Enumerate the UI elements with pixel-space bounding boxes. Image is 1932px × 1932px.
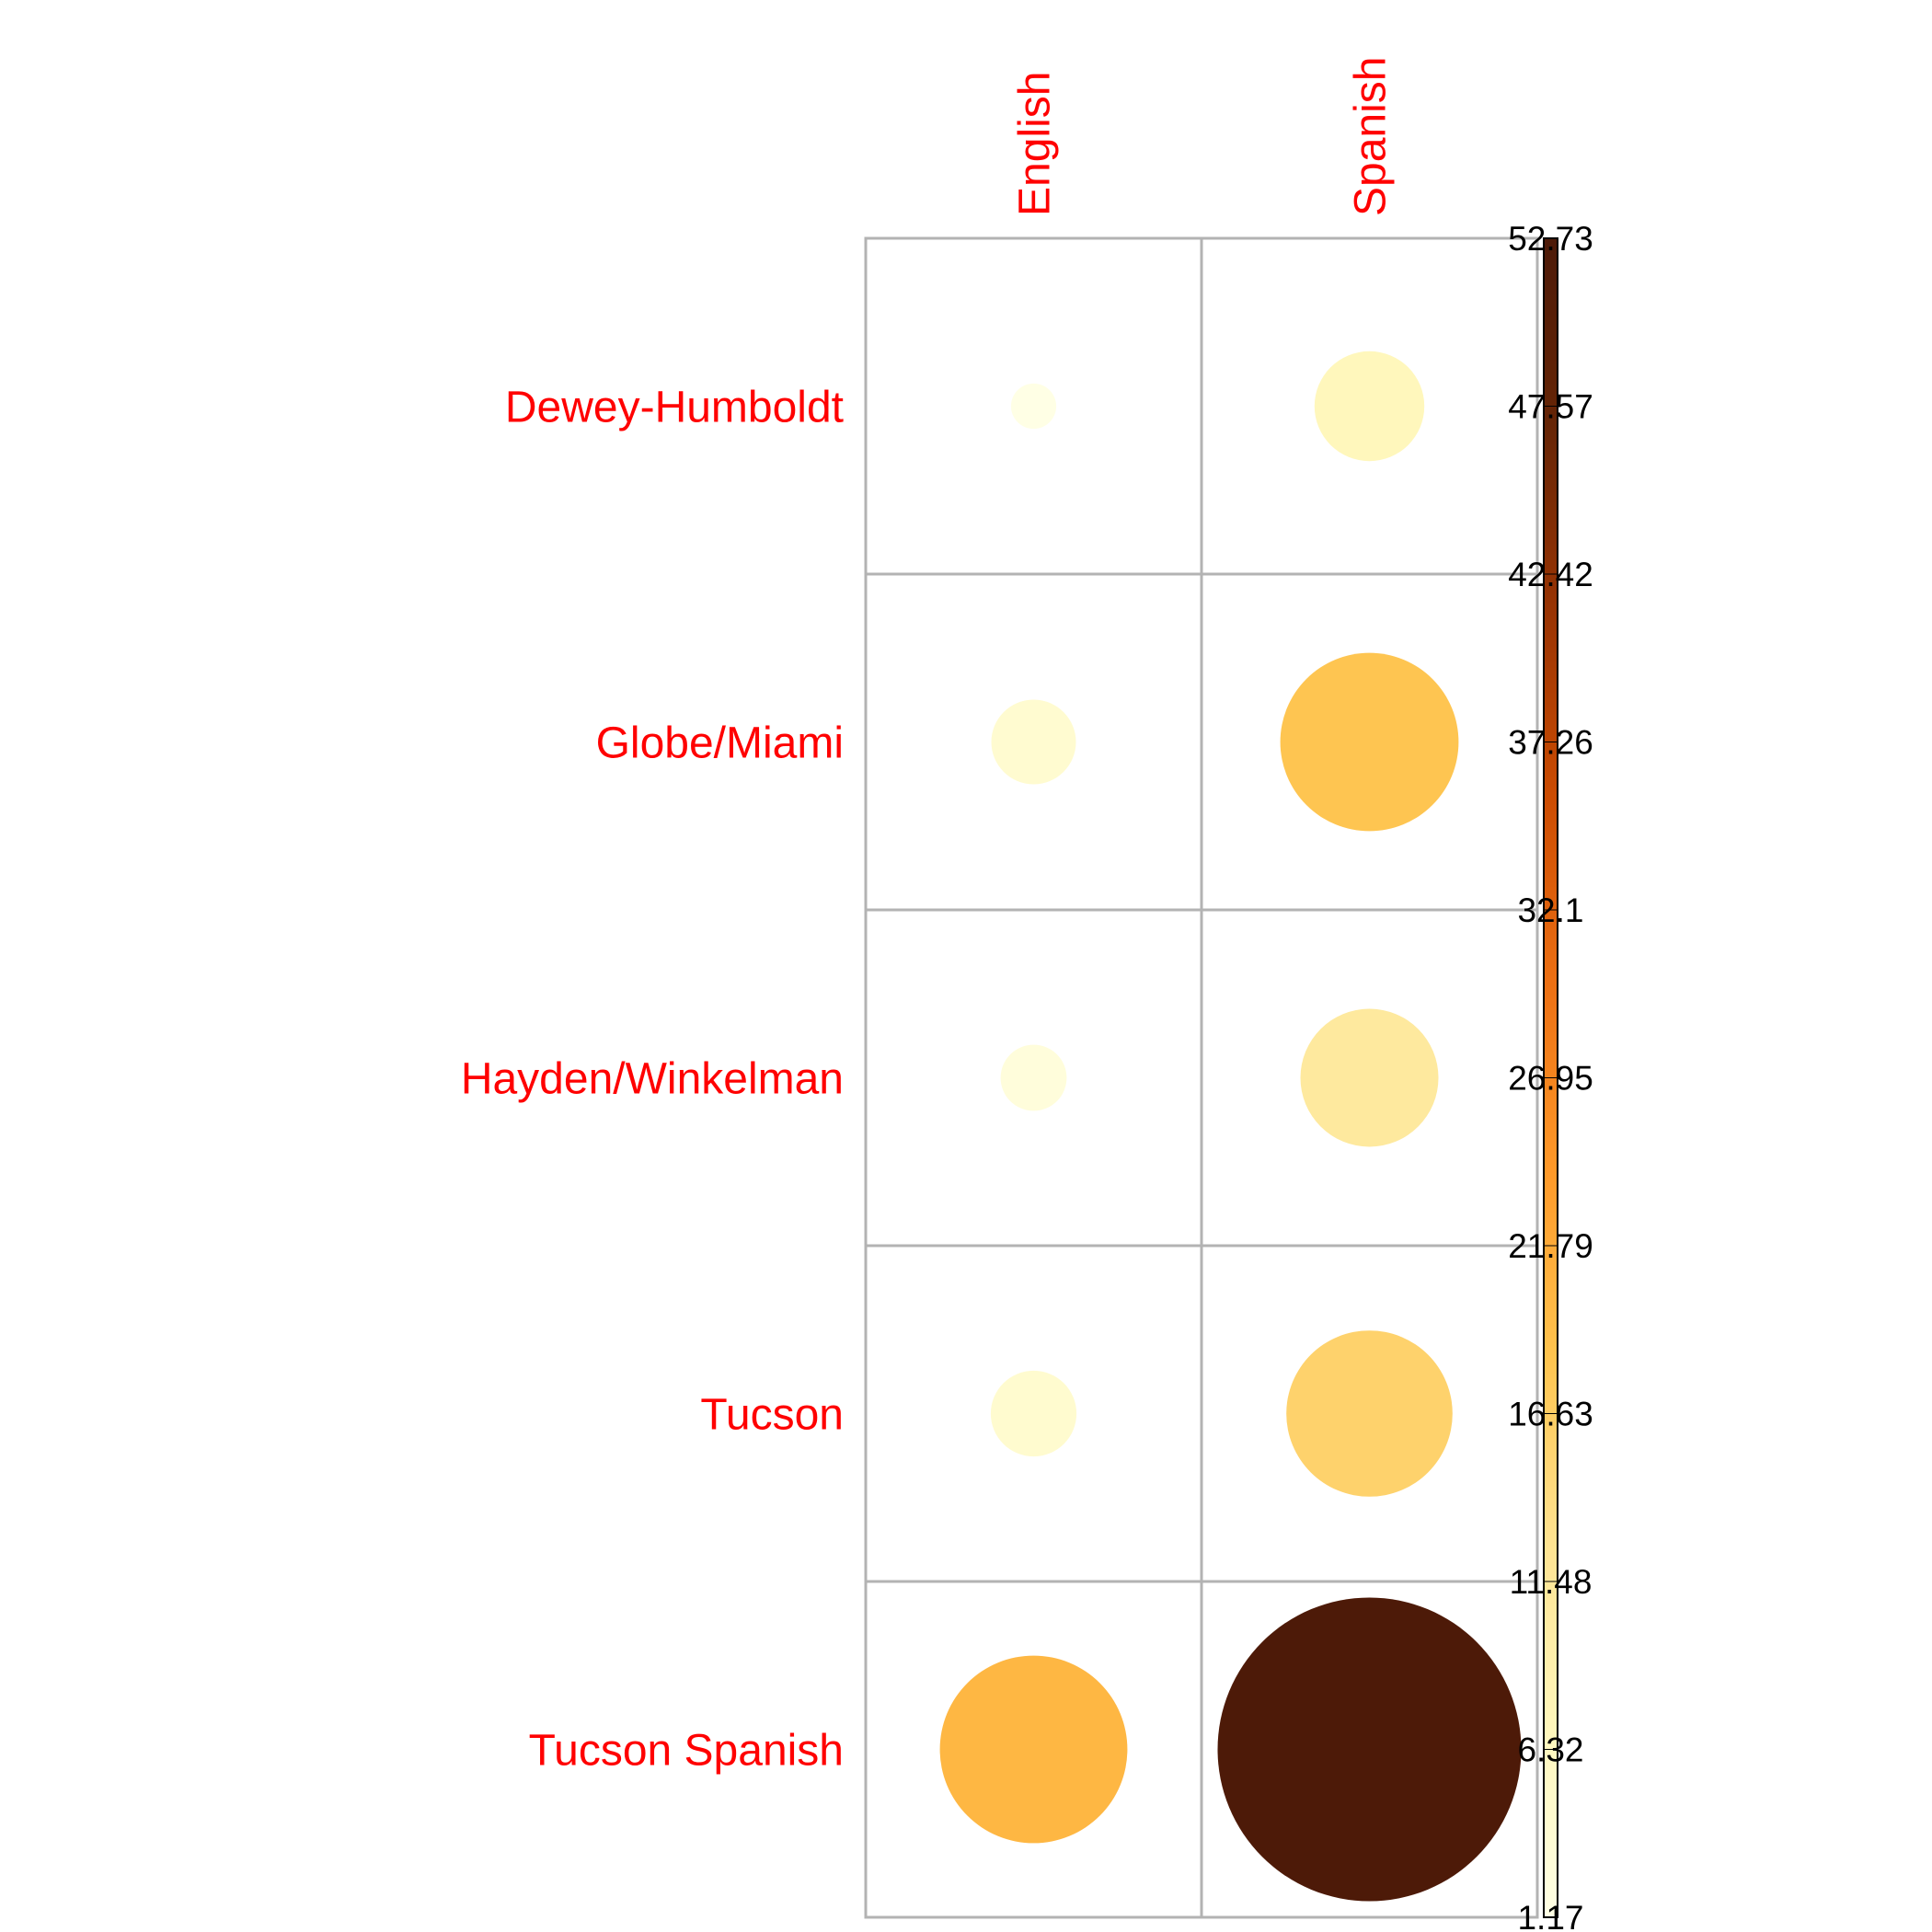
color-bar-tick-label: 26.95 [1508, 1060, 1593, 1098]
bubble-hayden-winkelman-spanish [1300, 1008, 1439, 1147]
bubble-dewey-humboldt-english [1010, 383, 1057, 430]
bubbles [939, 351, 1522, 1902]
color-legend: 52.73 47.57 42.42 37.26 32.1 26.95 21.79 16.63 1… [1508, 220, 1593, 1932]
bubble-globe-miami-english [991, 699, 1076, 785]
row-label: Tucson Spanish [529, 1727, 844, 1776]
color-bar-tick-label: 6.32 [1517, 1731, 1583, 1769]
color-bar-tick-label: 16.63 [1508, 1396, 1593, 1433]
color-bar-tick-label: 21.79 [1508, 1227, 1593, 1265]
bubble-tucson-spanish-english [939, 1655, 1128, 1844]
bubble-tucson-english [990, 1370, 1077, 1457]
color-bar-tick-label: 11.48 [1510, 1563, 1593, 1601]
row-label: Tucson [700, 1391, 844, 1440]
color-bar-tick-label: 32.1 [1517, 891, 1583, 929]
column-label: English [1011, 72, 1060, 216]
color-bar-tick-label: 47.57 [1508, 388, 1593, 426]
bubble-hayden-winkelman-english [1000, 1044, 1067, 1111]
row-label: Dewey-Humboldt [505, 384, 844, 432]
labels: Dewey-Humboldt Globe/Miami Hayden/Winkelma… [461, 57, 1396, 1776]
row-label: Globe/Miami [596, 719, 844, 768]
grid [864, 236, 1539, 1919]
column-label: Spanish [1347, 57, 1396, 216]
color-bar-tick-label: 1.17 [1517, 1899, 1583, 1932]
bubble-tucson-spanish-spanish [1217, 1597, 1522, 1902]
bubble-dewey-humboldt-spanish [1314, 351, 1425, 462]
row-label: Hayden/Winkelman [461, 1055, 844, 1104]
color-bar-tick-label: 37.26 [1508, 724, 1593, 762]
color-bar-tick-label: 52.73 [1508, 220, 1593, 258]
bubble-globe-miami-spanish [1280, 652, 1459, 832]
grid-cell [1200, 1580, 1539, 1919]
bubble-tucson-spanish [1286, 1330, 1453, 1497]
color-bar-tick-label: 42.42 [1508, 556, 1593, 593]
